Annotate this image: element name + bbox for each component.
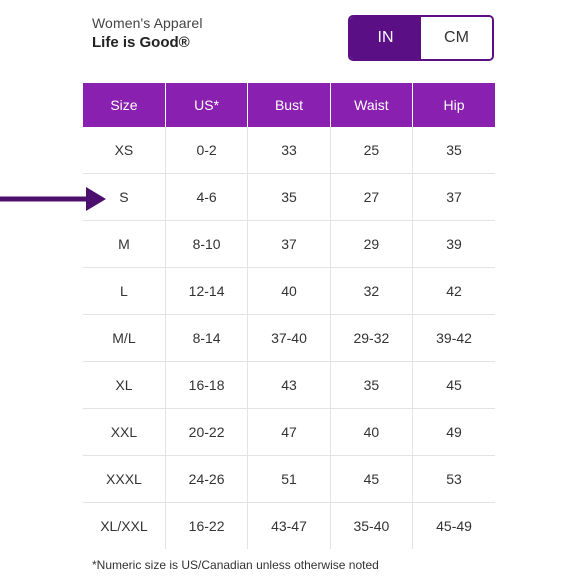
unit-cm-button[interactable]: CM — [421, 17, 492, 59]
header-subtitle: Women's Apparel — [92, 15, 203, 31]
table-cell: XXXL — [83, 455, 166, 503]
table-cell: 29 — [329, 220, 413, 268]
table-row: XXXL 24-26 51 45 53 — [83, 455, 495, 503]
table-cell: 43-47 — [247, 502, 331, 549]
table-cell: 49 — [412, 408, 495, 456]
column-header-size: Size — [83, 83, 166, 127]
table-cell: 37 — [247, 220, 331, 268]
table-cell: 20-22 — [164, 408, 248, 456]
table-cell: 53 — [412, 455, 495, 503]
table-cell: L — [83, 267, 166, 315]
table-cell: 29-32 — [329, 314, 413, 362]
table-cell: 45 — [329, 455, 413, 503]
table-cell: 35 — [329, 361, 413, 409]
table-cell: 16-18 — [164, 361, 248, 409]
table-cell: 32 — [329, 267, 413, 315]
table-cell: XXL — [83, 408, 166, 456]
table-cell: 43 — [247, 361, 331, 409]
unit-in-button[interactable]: IN — [350, 17, 421, 59]
table-row: M 8-10 37 29 39 — [83, 220, 495, 268]
table-cell: 45-49 — [412, 502, 495, 549]
table-cell: 37-40 — [247, 314, 331, 362]
table-cell: 33 — [247, 127, 331, 174]
table-cell: 24-26 — [164, 455, 248, 503]
table-cell: 0-2 — [164, 127, 248, 174]
size-chart-table: Size US* Bust Waist Hip XS 0-2 33 25 35 … — [83, 83, 495, 549]
column-header-hip: Hip — [412, 83, 495, 127]
table-cell: 27 — [329, 173, 413, 221]
table-cell: 37 — [412, 173, 495, 221]
table-cell: 40 — [247, 267, 331, 315]
table-row: M/L 8-14 37-40 29-32 39-42 — [83, 314, 495, 362]
table-cell: M — [83, 220, 166, 268]
table-row: XL 16-18 43 35 45 — [83, 361, 495, 409]
table-cell: XS — [114, 142, 134, 158]
table-cell: 16-22 — [164, 502, 248, 549]
column-header-waist: Waist — [329, 83, 413, 127]
table-cell: 42 — [412, 267, 495, 315]
table-cell: XL — [83, 361, 166, 409]
table-cell: 45 — [412, 361, 495, 409]
table-cell: 35 — [247, 173, 331, 221]
table-row: L 12-14 40 32 42 — [83, 267, 495, 315]
table-cell: 8-14 — [164, 314, 248, 362]
table-header-row: Size US* Bust Waist Hip — [83, 83, 495, 127]
table-cell: 47 — [247, 408, 331, 456]
table-row: XXL 20-22 47 40 49 — [83, 408, 495, 456]
table-cell: 35-40 — [329, 502, 413, 549]
table-cell: S — [83, 173, 166, 221]
table-row: XS 0-2 33 25 35 — [83, 127, 495, 174]
table-cell: XL/XXL — [83, 502, 166, 549]
table-cell: 25 — [329, 127, 413, 174]
unit-toggle: IN CM — [348, 15, 494, 61]
table-cell: 8-10 — [164, 220, 248, 268]
table-cell: M/L — [83, 314, 166, 362]
table-cell: 40 — [329, 408, 413, 456]
header-title: Life is Good® — [92, 34, 190, 51]
table-cell: 39-42 — [412, 314, 495, 362]
table-row: S 4-6 35 27 37 — [83, 173, 495, 221]
table-cell: 51 — [247, 455, 331, 503]
column-header-us: US* — [164, 83, 248, 127]
column-header-bust: Bust — [247, 83, 331, 127]
table-cell: 39 — [412, 220, 495, 268]
footnote: *Numeric size is US/Canadian unless othe… — [92, 558, 379, 572]
table-cell: 35 — [412, 127, 495, 174]
table-row: XL/XXL 16-22 43-47 35-40 45-49 — [83, 502, 495, 549]
table-cell: 4-6 — [164, 173, 248, 221]
table-cell: 12-14 — [164, 267, 248, 315]
